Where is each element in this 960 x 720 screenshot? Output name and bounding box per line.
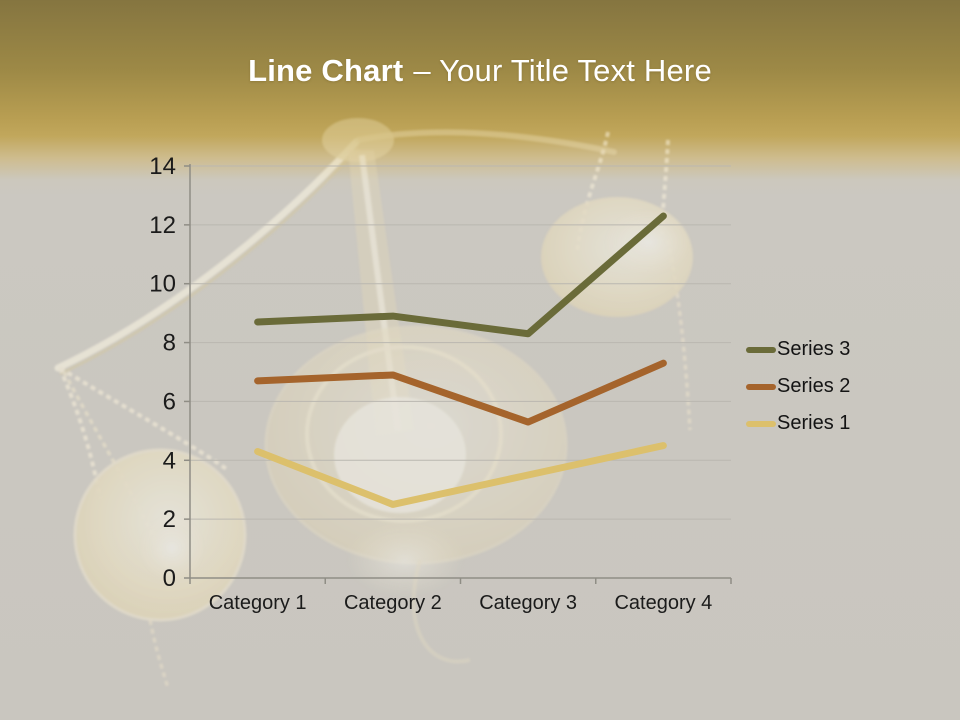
series-line-series-3 xyxy=(254,212,667,338)
legend-label: Series 2 xyxy=(777,375,851,397)
legend-item: Series 1 xyxy=(746,412,850,435)
x-category-label: Category 1 xyxy=(209,592,307,614)
y-tick-label: 6 xyxy=(163,388,176,415)
y-tick-label: 4 xyxy=(163,447,176,474)
chart-legend: Series 3 Series 2 Series 1 xyxy=(746,338,850,435)
y-tick-label: 8 xyxy=(163,330,176,357)
y-tick-label: 10 xyxy=(149,271,176,298)
y-tick-label: 12 xyxy=(149,212,176,239)
x-category-label: Category 3 xyxy=(479,592,577,614)
legend-swatch xyxy=(746,383,776,390)
slide-title: Line Chart – Your Title Text Here xyxy=(0,52,960,89)
legend-label: Series 1 xyxy=(777,412,851,434)
legend-label: Series 3 xyxy=(777,338,851,360)
legend-item: Series 3 xyxy=(746,338,850,361)
legend-swatch xyxy=(746,420,776,427)
title-topic: Line Chart xyxy=(248,53,404,88)
x-category-label: Category 2 xyxy=(344,592,442,614)
series-line-series-1 xyxy=(254,442,667,508)
series-line-series-2 xyxy=(254,359,667,426)
x-category-label: Category 4 xyxy=(614,592,712,614)
y-tick-label: 0 xyxy=(163,565,176,592)
y-tick-label: 2 xyxy=(163,506,176,533)
title-subtitle: – Your Title Text Here xyxy=(413,53,712,88)
y-tick-label: 14 xyxy=(149,153,176,180)
legend-swatch xyxy=(746,346,776,353)
legend-item: Series 2 xyxy=(746,375,850,398)
